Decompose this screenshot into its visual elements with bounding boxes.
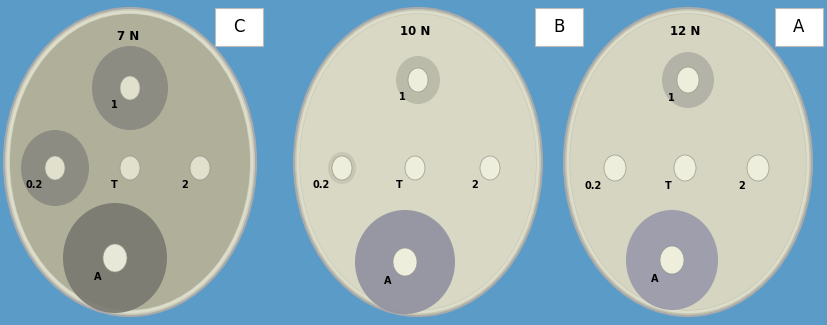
Text: 0.2: 0.2 <box>585 181 602 191</box>
Ellipse shape <box>408 68 428 92</box>
Text: 1: 1 <box>399 92 406 102</box>
Text: 2: 2 <box>471 180 478 190</box>
Text: T: T <box>112 180 118 190</box>
Text: 1: 1 <box>668 93 675 103</box>
Ellipse shape <box>604 155 626 181</box>
Text: T: T <box>665 181 672 191</box>
Text: C: C <box>233 18 245 36</box>
Text: 0.2: 0.2 <box>26 180 43 190</box>
Text: 10 N: 10 N <box>399 25 430 38</box>
Ellipse shape <box>662 52 714 108</box>
Ellipse shape <box>626 210 718 310</box>
FancyBboxPatch shape <box>535 8 583 46</box>
FancyBboxPatch shape <box>215 8 263 46</box>
Text: 2: 2 <box>181 180 188 190</box>
FancyBboxPatch shape <box>775 8 823 46</box>
Ellipse shape <box>190 156 210 180</box>
Text: A: A <box>384 276 391 286</box>
Ellipse shape <box>674 155 696 181</box>
Text: T: T <box>396 180 403 190</box>
Ellipse shape <box>328 152 356 184</box>
Text: 2: 2 <box>739 181 745 191</box>
Ellipse shape <box>393 248 417 276</box>
Ellipse shape <box>405 156 425 180</box>
Ellipse shape <box>120 156 140 180</box>
Ellipse shape <box>120 76 140 100</box>
Ellipse shape <box>355 210 455 314</box>
Ellipse shape <box>21 130 89 206</box>
Ellipse shape <box>300 14 536 310</box>
Ellipse shape <box>10 14 250 310</box>
Text: A: A <box>93 272 101 282</box>
Ellipse shape <box>564 8 812 316</box>
Ellipse shape <box>396 56 440 104</box>
Text: A: A <box>793 18 805 36</box>
Ellipse shape <box>294 8 542 316</box>
Ellipse shape <box>63 203 167 313</box>
Ellipse shape <box>4 8 256 316</box>
Ellipse shape <box>45 156 65 180</box>
Ellipse shape <box>747 155 769 181</box>
Text: A: A <box>651 274 658 284</box>
Ellipse shape <box>660 246 684 274</box>
Text: B: B <box>553 18 565 36</box>
Ellipse shape <box>480 156 500 180</box>
Text: 1: 1 <box>112 100 118 110</box>
Ellipse shape <box>570 14 806 310</box>
Text: 12 N: 12 N <box>670 25 700 38</box>
Ellipse shape <box>92 46 168 130</box>
Ellipse shape <box>332 156 352 180</box>
Text: 7 N: 7 N <box>117 30 139 43</box>
Ellipse shape <box>677 67 699 93</box>
Ellipse shape <box>103 244 127 272</box>
Text: 0.2: 0.2 <box>313 180 330 190</box>
